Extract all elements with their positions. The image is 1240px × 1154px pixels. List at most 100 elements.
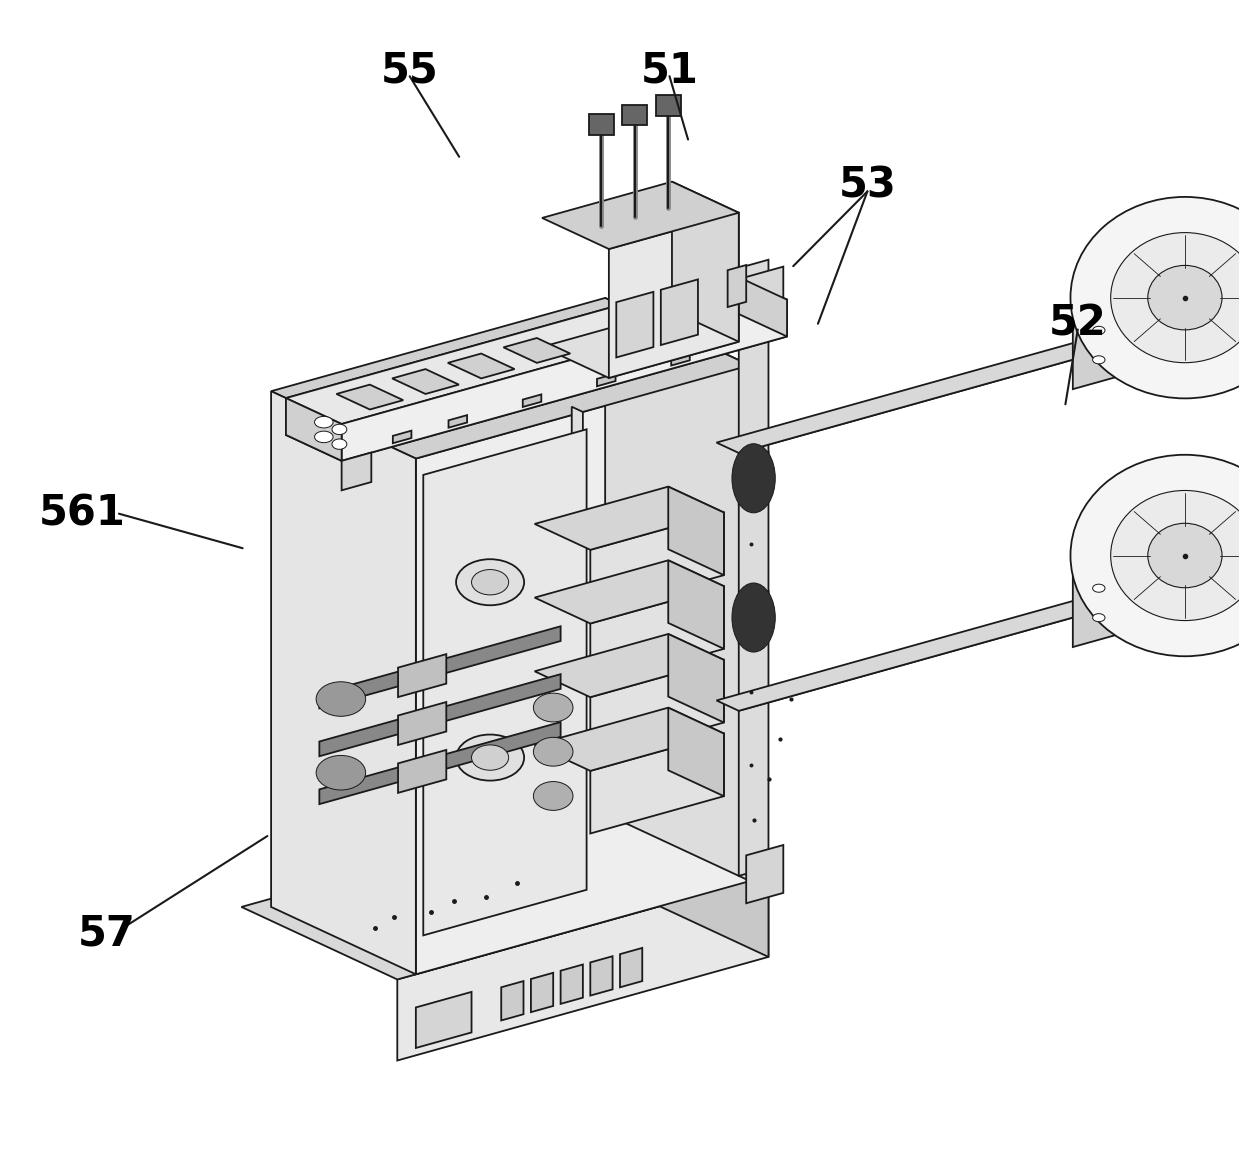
Ellipse shape bbox=[456, 560, 525, 605]
Polygon shape bbox=[668, 707, 724, 796]
Polygon shape bbox=[616, 292, 653, 358]
Polygon shape bbox=[746, 845, 784, 904]
Polygon shape bbox=[272, 391, 415, 974]
Polygon shape bbox=[672, 181, 739, 342]
Ellipse shape bbox=[533, 737, 573, 766]
Polygon shape bbox=[739, 452, 769, 504]
Polygon shape bbox=[320, 674, 560, 756]
Polygon shape bbox=[534, 707, 724, 771]
Polygon shape bbox=[590, 586, 724, 687]
Ellipse shape bbox=[1111, 490, 1240, 621]
Polygon shape bbox=[605, 298, 750, 881]
Polygon shape bbox=[717, 592, 1128, 711]
Text: 52: 52 bbox=[1049, 302, 1106, 345]
Text: 561: 561 bbox=[38, 493, 125, 534]
Polygon shape bbox=[320, 627, 560, 709]
Ellipse shape bbox=[1148, 523, 1223, 587]
Polygon shape bbox=[286, 310, 787, 460]
Polygon shape bbox=[449, 415, 467, 428]
Polygon shape bbox=[448, 353, 515, 379]
Polygon shape bbox=[590, 512, 724, 613]
Polygon shape bbox=[739, 329, 1128, 452]
Polygon shape bbox=[1073, 550, 1128, 647]
Polygon shape bbox=[286, 398, 342, 460]
Polygon shape bbox=[542, 181, 739, 249]
Polygon shape bbox=[398, 654, 446, 697]
Polygon shape bbox=[668, 634, 724, 722]
Polygon shape bbox=[531, 973, 553, 1012]
Polygon shape bbox=[392, 369, 459, 394]
Ellipse shape bbox=[1092, 614, 1105, 622]
Polygon shape bbox=[668, 487, 724, 575]
Polygon shape bbox=[739, 591, 769, 644]
Polygon shape bbox=[336, 384, 403, 410]
Ellipse shape bbox=[732, 583, 775, 652]
Polygon shape bbox=[572, 406, 583, 891]
Polygon shape bbox=[590, 957, 613, 996]
Polygon shape bbox=[728, 265, 746, 307]
Polygon shape bbox=[609, 212, 739, 379]
Ellipse shape bbox=[1092, 584, 1105, 592]
Polygon shape bbox=[671, 353, 689, 366]
Polygon shape bbox=[717, 334, 1128, 452]
Text: 51: 51 bbox=[641, 50, 698, 91]
Ellipse shape bbox=[332, 425, 347, 435]
Polygon shape bbox=[732, 273, 787, 337]
Ellipse shape bbox=[732, 444, 775, 512]
Polygon shape bbox=[668, 561, 724, 649]
Polygon shape bbox=[560, 965, 583, 1004]
Ellipse shape bbox=[332, 439, 347, 449]
Polygon shape bbox=[746, 267, 784, 329]
Polygon shape bbox=[542, 310, 739, 379]
Polygon shape bbox=[286, 273, 787, 424]
Ellipse shape bbox=[1092, 355, 1105, 364]
Ellipse shape bbox=[1111, 233, 1240, 362]
Text: 53: 53 bbox=[838, 165, 897, 207]
Polygon shape bbox=[398, 750, 446, 793]
Ellipse shape bbox=[315, 417, 334, 428]
Polygon shape bbox=[613, 803, 769, 957]
Polygon shape bbox=[393, 430, 412, 443]
Polygon shape bbox=[534, 634, 724, 697]
Polygon shape bbox=[398, 702, 446, 745]
Polygon shape bbox=[423, 429, 587, 936]
Polygon shape bbox=[272, 298, 750, 458]
Polygon shape bbox=[415, 366, 750, 974]
Ellipse shape bbox=[1070, 455, 1240, 657]
Polygon shape bbox=[534, 487, 724, 549]
Polygon shape bbox=[589, 114, 614, 135]
Polygon shape bbox=[534, 561, 724, 623]
Ellipse shape bbox=[1148, 265, 1223, 330]
Ellipse shape bbox=[533, 781, 573, 810]
Polygon shape bbox=[739, 260, 769, 876]
Polygon shape bbox=[286, 273, 732, 435]
Ellipse shape bbox=[1070, 197, 1240, 398]
Polygon shape bbox=[620, 947, 642, 988]
Ellipse shape bbox=[471, 745, 508, 770]
Polygon shape bbox=[342, 300, 787, 460]
Polygon shape bbox=[1073, 293, 1128, 389]
Polygon shape bbox=[590, 734, 724, 833]
Polygon shape bbox=[415, 992, 471, 1048]
Ellipse shape bbox=[316, 682, 366, 717]
Polygon shape bbox=[739, 587, 1128, 711]
Ellipse shape bbox=[471, 570, 508, 595]
Polygon shape bbox=[320, 722, 560, 804]
Polygon shape bbox=[501, 981, 523, 1020]
Polygon shape bbox=[656, 96, 681, 115]
Polygon shape bbox=[397, 876, 769, 1061]
Polygon shape bbox=[622, 105, 647, 126]
Polygon shape bbox=[503, 338, 570, 362]
Ellipse shape bbox=[456, 735, 525, 780]
Polygon shape bbox=[590, 660, 724, 759]
Ellipse shape bbox=[315, 432, 334, 443]
Ellipse shape bbox=[1092, 327, 1105, 335]
Polygon shape bbox=[242, 803, 769, 980]
Ellipse shape bbox=[316, 756, 366, 790]
Polygon shape bbox=[596, 374, 615, 387]
Polygon shape bbox=[661, 279, 698, 345]
Text: 55: 55 bbox=[381, 50, 439, 91]
Polygon shape bbox=[523, 395, 542, 407]
Polygon shape bbox=[342, 452, 371, 490]
Ellipse shape bbox=[533, 694, 573, 722]
